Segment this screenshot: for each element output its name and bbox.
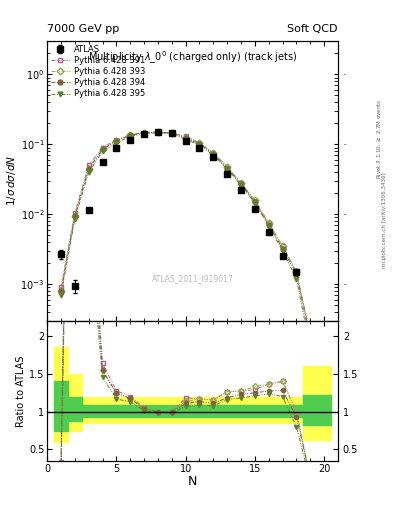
Text: ATLAS_2011_I919017: ATLAS_2011_I919017 [152, 274, 233, 283]
Y-axis label: Ratio to ATLAS: Ratio to ATLAS [16, 355, 26, 426]
Text: mcplots.cern.ch [arXiv:1306.3436]: mcplots.cern.ch [arXiv:1306.3436] [382, 173, 387, 268]
Legend: ATLAS, Pythia 6.428 391, Pythia 6.428 393, Pythia 6.428 394, Pythia 6.428 395: ATLAS, Pythia 6.428 391, Pythia 6.428 39… [50, 44, 147, 100]
X-axis label: N: N [188, 475, 197, 488]
Y-axis label: $1/\sigma\, d\sigma/dN$: $1/\sigma\, d\sigma/dN$ [5, 155, 18, 206]
Text: Rivet 3.1.10, $\geq$ 2.7M events: Rivet 3.1.10, $\geq$ 2.7M events [375, 98, 383, 179]
Text: Soft QCD: Soft QCD [288, 24, 338, 34]
Text: Multiplicity $\lambda\_0^0$ (charged only) (track jets): Multiplicity $\lambda\_0^0$ (charged onl… [88, 49, 298, 66]
Text: 7000 GeV pp: 7000 GeV pp [47, 24, 119, 34]
